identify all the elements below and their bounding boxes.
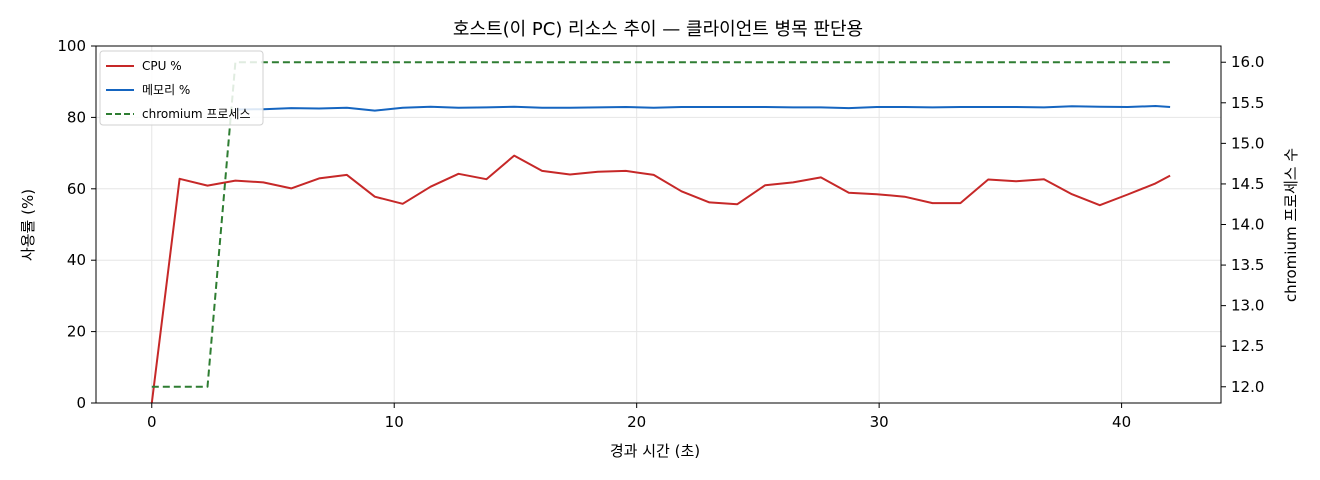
legend-label: CPU % <box>142 59 182 73</box>
y-right-tick-label: 15.5 <box>1231 94 1264 112</box>
y-right-tick-label: 13.0 <box>1231 297 1264 315</box>
grid <box>96 45 1221 404</box>
plot-frame <box>95 45 1222 404</box>
y-right-tick-label: 13.5 <box>1231 256 1264 274</box>
y-tick-label: 100 <box>57 37 86 55</box>
y-right-tick-label: 15.0 <box>1231 134 1264 152</box>
y-tick-label: 60 <box>67 180 86 198</box>
series-line-chromium <box>151 61 1171 388</box>
y-right-tick-label: 14.5 <box>1231 175 1264 193</box>
y-axis-title: 사용률 (%) <box>19 189 37 261</box>
series-line-memory <box>235 105 1171 112</box>
ticks: 0 10 20 30 40 0 20 40 60 80 100 12.0 12.5 13.0 13.5 14.… <box>57 37 1264 431</box>
y-tick-label: 80 <box>67 108 86 126</box>
series-layer <box>150 61 1171 404</box>
axes <box>95 45 1222 404</box>
y-right-tick-label: 14.0 <box>1231 216 1264 234</box>
y-right-tick-label: 16.0 <box>1231 53 1264 71</box>
y-right-tick-label: 12.0 <box>1231 378 1264 396</box>
x-tick-label: 10 <box>385 413 404 431</box>
y-tick-label: 0 <box>76 394 86 412</box>
x-tick-label: 40 <box>1112 413 1131 431</box>
x-tick-label: 30 <box>870 413 889 431</box>
y-tick-label: 40 <box>67 251 86 269</box>
y-tick-label: 20 <box>67 323 86 341</box>
y-right-tick-label: 12.5 <box>1231 337 1264 355</box>
y-right-axis-title: chromium 프로세스 수 <box>1282 148 1300 302</box>
legend-label: chromium 프로세스 <box>142 107 251 121</box>
x-tick-label: 0 <box>147 413 157 431</box>
chart-title: 호스트(이 PC) 리소스 추이 — 클라이언트 병목 판단용 <box>453 19 863 40</box>
legend: CPU % 메모리 % chromium 프로세스 <box>99 50 264 126</box>
legend-label: 메모리 % <box>142 83 190 97</box>
x-tick-label: 20 <box>627 413 646 431</box>
legend-box <box>99 50 264 126</box>
series-line-cpu <box>150 154 1171 404</box>
x-axis-title: 경과 시간 (초) <box>610 442 700 460</box>
